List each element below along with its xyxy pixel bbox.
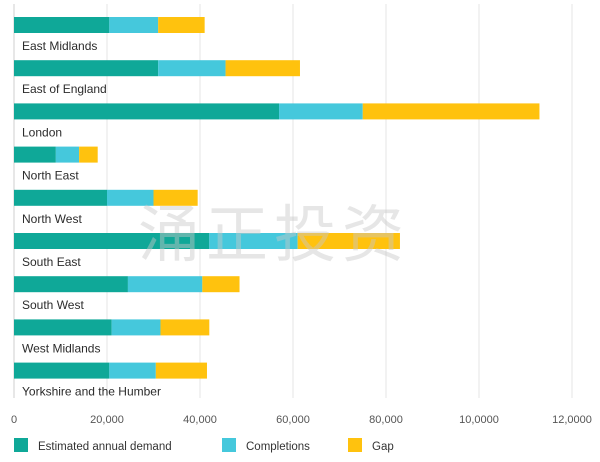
category-label: South East	[22, 255, 81, 269]
category-label: North East	[22, 169, 79, 183]
x-axis-ticks: 0 20,000 40,000 60,000 80,000 10,0000 12,0000	[11, 414, 592, 426]
category-label: West Midlands	[22, 341, 100, 355]
category-label: London	[22, 125, 62, 139]
category-labels: East Midlands East of England London North …	[22, 39, 161, 399]
bar-segment	[14, 60, 159, 77]
category-label: South West	[22, 298, 84, 312]
bar-segment	[160, 319, 210, 336]
bar-segment	[202, 276, 240, 293]
bar-segment	[14, 146, 56, 163]
bar-segment	[109, 362, 156, 379]
legend-label: Gap	[372, 441, 394, 453]
bar-segment	[158, 60, 226, 77]
x-tick-label: 10,0000	[459, 414, 499, 426]
bar-segment	[153, 189, 198, 206]
x-tick-label: 12,0000	[552, 414, 592, 426]
category-label: Yorkshire and the Humber	[22, 385, 161, 399]
bar-segment	[279, 103, 363, 120]
bar-segment	[109, 17, 159, 33]
bar-segment	[158, 17, 205, 33]
bar-segment	[14, 103, 280, 120]
legend-swatch	[14, 438, 28, 452]
bar-segment	[127, 276, 203, 293]
x-tick-label: 60,000	[276, 414, 310, 426]
legend-label: Estimated annual demand	[38, 441, 172, 453]
x-tick-label: 40,000	[183, 414, 217, 426]
category-label: East Midlands	[22, 39, 97, 53]
bar-segment	[107, 189, 154, 206]
bar-segment	[14, 276, 128, 293]
legend-swatch	[348, 438, 362, 452]
bar-segment	[14, 362, 110, 379]
bar-segment	[14, 17, 110, 33]
bar-segment	[14, 189, 107, 206]
category-label: East of England	[22, 82, 107, 96]
bar-segment	[111, 319, 161, 336]
bar-segment	[155, 362, 207, 379]
bar-segment	[79, 146, 98, 163]
bar-segment	[14, 233, 210, 249]
category-label: North West	[22, 212, 82, 226]
bar-segment	[209, 233, 298, 249]
bar-segment	[55, 146, 80, 163]
watermark-text: 涌正投资	[138, 198, 410, 271]
legend-label: Completions	[246, 441, 310, 453]
x-tick-label: 80,000	[369, 414, 403, 426]
bar-segment	[14, 319, 112, 336]
x-tick-label: 0	[11, 414, 17, 426]
legend-swatch	[222, 438, 236, 452]
x-tick-label: 20,000	[90, 414, 124, 426]
bars-group	[14, 17, 540, 379]
bar-segment	[225, 60, 300, 77]
bar-segment	[362, 103, 540, 120]
bar-segment	[297, 233, 400, 249]
legend: Estimated annual demand Completions Gap	[14, 438, 394, 453]
